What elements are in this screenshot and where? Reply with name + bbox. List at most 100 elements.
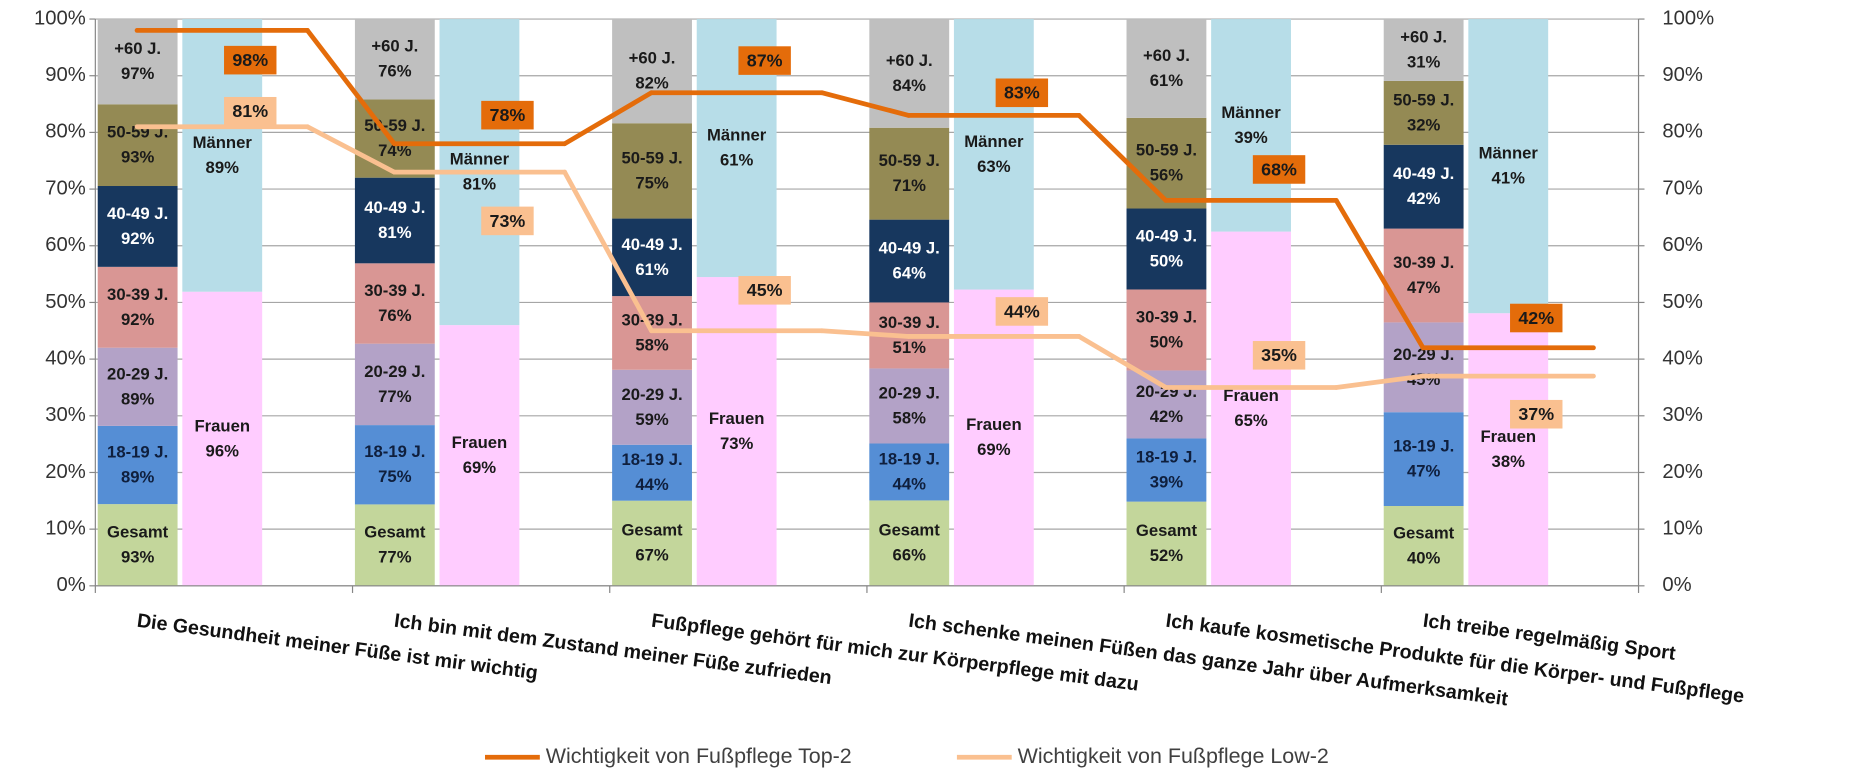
y2-tick-label: 0% bbox=[1662, 574, 1691, 596]
line-connector bbox=[1076, 113, 1169, 203]
segment-name: Gesamt bbox=[1393, 523, 1455, 542]
y-tick-label: 10% bbox=[45, 517, 86, 539]
y2-tick-label: 50% bbox=[1662, 291, 1703, 313]
data-label: 38% bbox=[1492, 452, 1526, 471]
segment-name: 30-39 J. bbox=[621, 310, 682, 329]
segment-name: Männer bbox=[707, 126, 767, 145]
segment-name: +60 J. bbox=[114, 39, 161, 58]
segment-name: 30-39 J. bbox=[364, 281, 425, 300]
segment-name: +60 J. bbox=[629, 49, 676, 68]
data-label: 68% bbox=[1261, 159, 1297, 179]
bar-segment bbox=[354, 263, 435, 344]
line-connector bbox=[1333, 198, 1426, 351]
bar-segment bbox=[1126, 289, 1207, 371]
y-tick-label: 50% bbox=[45, 291, 86, 313]
data-label: 50% bbox=[1150, 332, 1184, 351]
bar-segment bbox=[869, 127, 950, 220]
data-label: 63% bbox=[977, 157, 1011, 176]
bar-segment bbox=[439, 325, 520, 586]
segment-name: Frauen bbox=[1480, 427, 1536, 446]
bar-segment bbox=[696, 277, 777, 586]
segment-name: 18-19 J. bbox=[1136, 448, 1197, 467]
data-label: 56% bbox=[1150, 166, 1184, 185]
segment-name: 40-49 J. bbox=[107, 204, 168, 223]
data-label: 40% bbox=[1407, 548, 1441, 567]
data-label: 65% bbox=[1234, 411, 1268, 430]
data-label: 47% bbox=[1407, 278, 1441, 297]
data-label: 76% bbox=[378, 306, 412, 325]
data-label: 35% bbox=[1261, 345, 1297, 365]
data-label: 42% bbox=[1518, 308, 1554, 328]
y-tick-label: 0% bbox=[57, 574, 86, 596]
bar-segment bbox=[97, 19, 178, 105]
segment-name: Gesamt bbox=[1136, 521, 1198, 540]
segment-name: 20-29 J. bbox=[107, 364, 168, 383]
data-label: 77% bbox=[378, 548, 412, 567]
bar-segment bbox=[1211, 19, 1291, 232]
data-label: 31% bbox=[1407, 52, 1441, 71]
data-label: 76% bbox=[378, 62, 412, 81]
data-label: 39% bbox=[1234, 128, 1268, 147]
segment-name: 30-39 J. bbox=[1393, 253, 1454, 272]
segment-name: 30-39 J. bbox=[879, 313, 940, 332]
data-label: 81% bbox=[232, 101, 268, 121]
segment-name: 18-19 J. bbox=[621, 450, 682, 469]
bar-segment bbox=[869, 500, 950, 586]
bar-segment bbox=[97, 104, 178, 187]
bar-segment bbox=[612, 369, 692, 445]
data-label: 44% bbox=[635, 475, 669, 494]
segment-name: 18-19 J. bbox=[107, 443, 168, 462]
bar-segment bbox=[1468, 313, 1549, 586]
data-label: 81% bbox=[463, 175, 497, 194]
y-tick-label: 70% bbox=[45, 177, 86, 199]
data-label: 77% bbox=[378, 387, 412, 406]
y2-tick-label: 80% bbox=[1662, 121, 1703, 143]
segment-name: 50-59 J. bbox=[1136, 141, 1197, 160]
bar-segment bbox=[953, 19, 1034, 290]
data-label: 58% bbox=[893, 408, 927, 427]
segment-name: 20-29 J. bbox=[621, 385, 682, 404]
data-label: 42% bbox=[1150, 407, 1184, 426]
y-tick-label: 30% bbox=[45, 404, 86, 426]
bar-segment bbox=[869, 219, 950, 303]
data-label: 51% bbox=[893, 338, 927, 357]
bar-segment bbox=[354, 343, 435, 426]
data-label: 45% bbox=[747, 280, 783, 300]
data-label-box bbox=[1252, 155, 1306, 184]
data-label: 93% bbox=[121, 148, 155, 167]
segment-name: 30-39 J. bbox=[107, 285, 168, 304]
y2-tick-label: 60% bbox=[1662, 234, 1703, 256]
bar-segment bbox=[182, 291, 263, 586]
bar-segment bbox=[97, 504, 178, 586]
bar-segment bbox=[354, 19, 435, 100]
data-label-box bbox=[995, 297, 1049, 326]
segment-name: Männer bbox=[1479, 144, 1539, 163]
data-label: 64% bbox=[893, 264, 927, 283]
bar-segment bbox=[1383, 228, 1464, 323]
line-connector bbox=[305, 124, 397, 175]
segment-name: 18-19 J. bbox=[364, 442, 425, 461]
y-tick-label: 80% bbox=[45, 121, 86, 143]
line-connector bbox=[562, 90, 654, 147]
y2-tick-label: 10% bbox=[1662, 517, 1703, 539]
data-label: 66% bbox=[893, 546, 927, 565]
data-label: 52% bbox=[1150, 546, 1184, 565]
segment-name: Männer bbox=[1221, 103, 1281, 122]
data-label-box bbox=[738, 276, 791, 305]
data-label: 69% bbox=[977, 440, 1011, 459]
segment-name: Frauen bbox=[452, 433, 508, 452]
bar-segment bbox=[354, 177, 435, 264]
data-label: 83% bbox=[1004, 83, 1040, 103]
bar-segment bbox=[1383, 412, 1464, 506]
line-connector bbox=[1333, 373, 1426, 390]
segment-name: 50-59 J. bbox=[1393, 90, 1454, 109]
segment-name: 40-49 J. bbox=[1136, 227, 1197, 246]
segment-name: Gesamt bbox=[879, 521, 941, 540]
data-label: 96% bbox=[206, 441, 240, 460]
segment-name: 20-29 J. bbox=[364, 362, 425, 381]
legend-label: Wichtigkeit von Fußpflege Low-2 bbox=[1018, 744, 1329, 768]
segment-name: Gesamt bbox=[621, 521, 683, 540]
bar-segment bbox=[354, 425, 435, 505]
segment-name: +60 J. bbox=[886, 51, 933, 70]
